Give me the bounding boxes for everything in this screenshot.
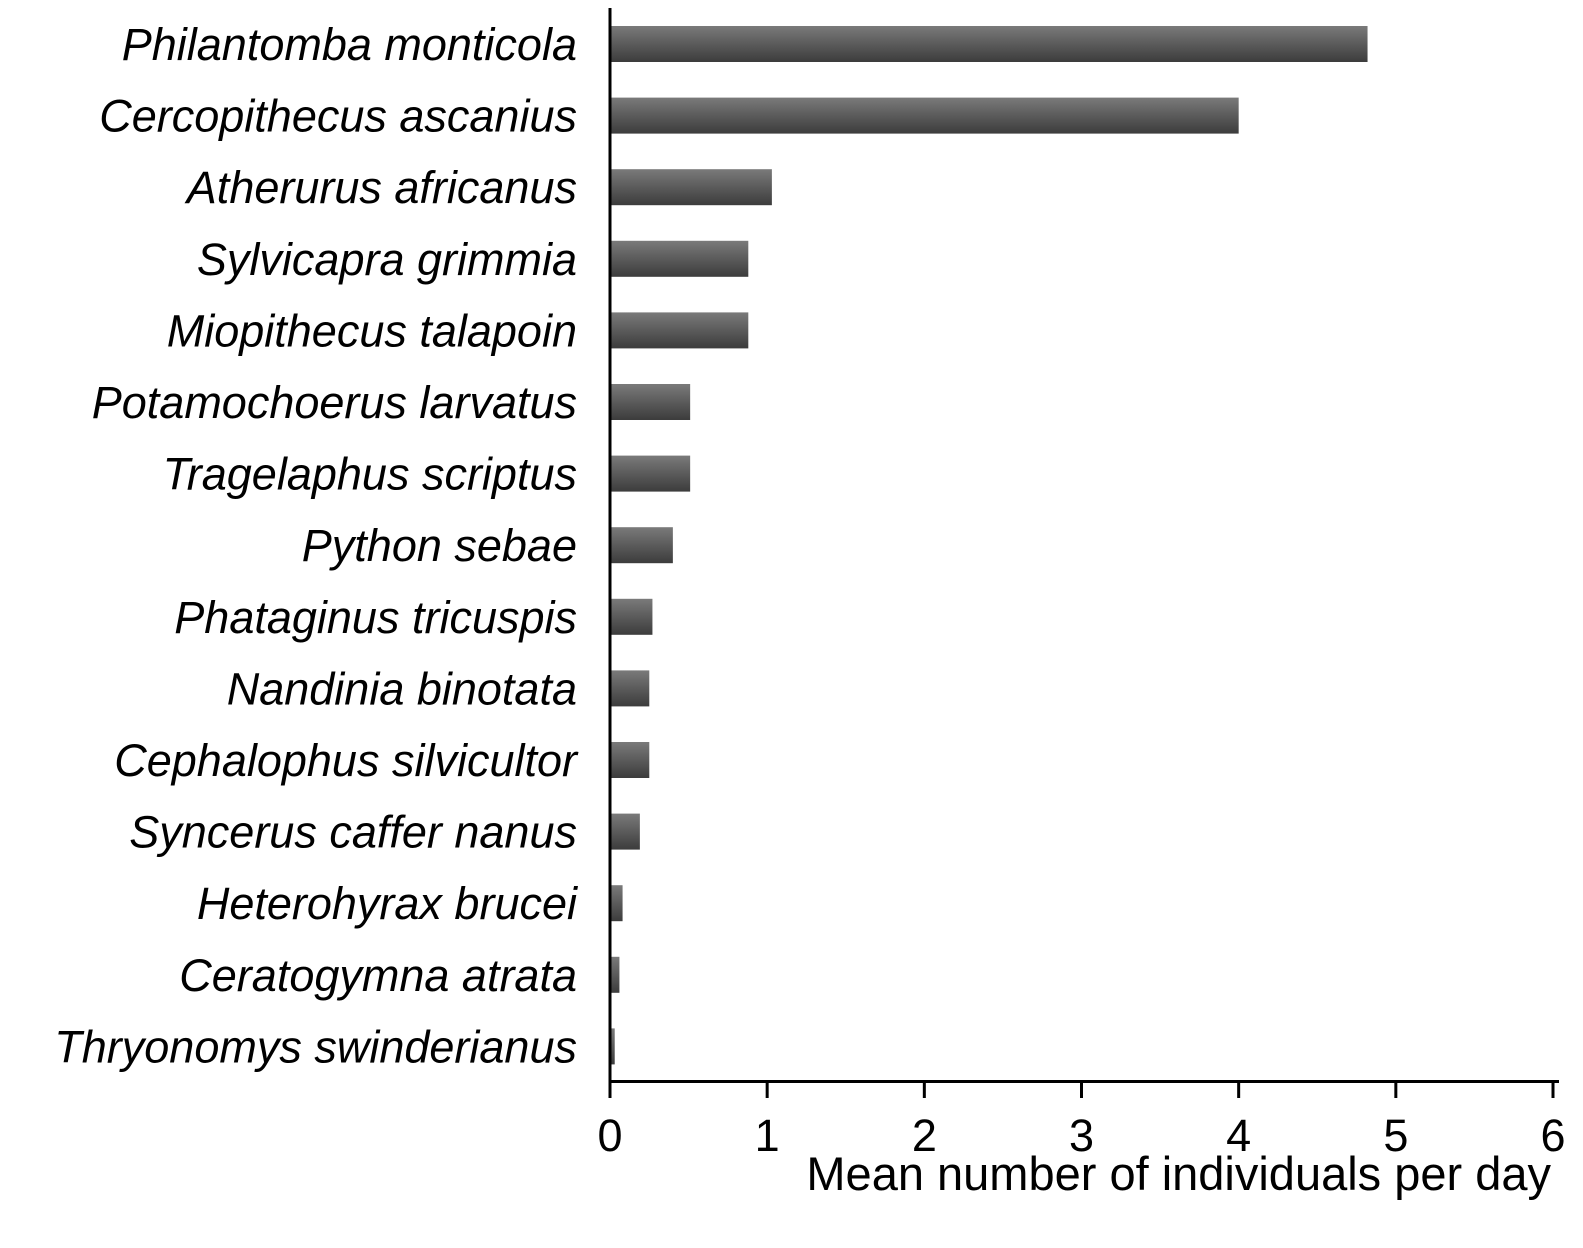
bar — [610, 384, 691, 420]
bar — [610, 455, 691, 492]
category-label: Cephalophus silvicultor — [114, 735, 579, 786]
bar — [610, 312, 749, 349]
x-axis-ticks: 0 1 2 3 4 5 6 — [597, 1081, 1566, 1161]
bar — [610, 26, 1368, 62]
bar — [610, 670, 650, 707]
x-tick-label: 6 — [1540, 1110, 1565, 1161]
category-labels: Philantomba monticola Cercopithecus ascan… — [54, 19, 579, 1072]
category-label: Tragelaphus scriptus — [163, 449, 577, 500]
category-label: Potamochoerus larvatus — [92, 377, 577, 428]
category-label: Python sebae — [302, 520, 577, 571]
category-label: Philantomba monticola — [122, 19, 577, 70]
category-label: Heterohyrax brucei — [197, 878, 579, 929]
category-label: Thryonomys swinderianus — [54, 1021, 577, 1072]
category-label: Cercopithecus ascanius — [99, 91, 577, 142]
bar — [610, 527, 673, 564]
x-tick-label: 0 — [597, 1110, 622, 1161]
category-label: Phataginus tricuspis — [174, 592, 577, 643]
bar — [610, 813, 640, 850]
x-tick-label: 2 — [912, 1110, 937, 1161]
category-label: Miopithecus talapoin — [167, 305, 577, 356]
category-label: Ceratogymna atrata — [179, 950, 577, 1001]
bar — [610, 1028, 615, 1065]
bar — [610, 956, 620, 993]
category-label: Nandinia binotata — [227, 663, 577, 714]
x-axis-title: Mean number of individuals per day — [806, 1147, 1551, 1200]
category-label: Sylvicapra grimmia — [197, 234, 577, 285]
x-tick-label: 3 — [1069, 1110, 1094, 1161]
x-tick-label: 5 — [1383, 1110, 1408, 1161]
bar — [610, 742, 650, 778]
category-label: Atherurus africanus — [184, 162, 577, 213]
bars-group — [610, 26, 1368, 1065]
category-label: Syncerus caffer nanus — [129, 807, 577, 858]
bar — [610, 97, 1239, 134]
x-tick-label: 1 — [755, 1110, 780, 1161]
bar — [610, 598, 653, 635]
bar — [610, 169, 772, 206]
x-tick-label: 4 — [1226, 1110, 1251, 1161]
bar — [610, 885, 623, 922]
bar — [610, 240, 749, 277]
